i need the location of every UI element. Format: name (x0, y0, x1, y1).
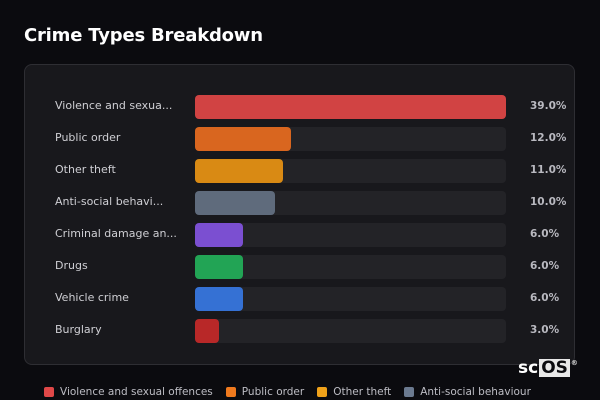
bar-track (195, 287, 506, 311)
bar-label: Vehicle crime (55, 291, 129, 304)
bar-row: Other theft 11.0% (25, 159, 574, 183)
legend-swatch-icon (404, 387, 415, 397)
legend-label: Other theft (333, 386, 392, 398)
bar-row: Public order 12.0% (25, 127, 574, 151)
bar-value: 3.0% (530, 324, 560, 336)
chart-title: Crime Types Breakdown (24, 25, 263, 46)
bar-value: 11.0% (530, 164, 567, 176)
bar-row: Violence and sexua... 39.0% (25, 95, 574, 119)
bar-track (195, 95, 506, 119)
bar-track (195, 159, 506, 183)
bar[interactable] (195, 223, 243, 247)
bar-value: 6.0% (530, 228, 560, 240)
bar-track (195, 319, 506, 343)
bar-track (195, 191, 506, 215)
legend-label: Public order (241, 386, 305, 398)
bar-label: Burglary (55, 323, 102, 336)
legend-item[interactable]: Violence and sexual offences (44, 386, 213, 398)
chart-legend: Violence and sexual offences Public orde… (44, 386, 531, 398)
bar-label: Violence and sexua... (55, 99, 173, 112)
chart-card: Violence and sexua... 39.0% Public order… (24, 64, 575, 365)
bar[interactable] (195, 159, 283, 183)
logo-sc: sc (518, 358, 539, 378)
bar-value: 12.0% (530, 132, 567, 144)
bar-label: Other theft (55, 163, 116, 176)
bar[interactable] (195, 319, 219, 343)
bar[interactable] (195, 287, 243, 311)
legend-item[interactable]: Public order (225, 386, 305, 398)
bar-value: 6.0% (530, 260, 560, 272)
bar-value: 39.0% (530, 100, 567, 112)
legend-swatch-icon (44, 387, 54, 397)
bar-value: 6.0% (530, 292, 560, 304)
bar-label: Criminal damage an... (55, 227, 177, 240)
bar-label: Public order (55, 131, 121, 144)
legend-item[interactable]: Other theft (317, 386, 391, 398)
bar-value: 10.0% (530, 196, 567, 208)
bar[interactable] (195, 127, 291, 151)
legend-item[interactable]: Anti-social behaviour (404, 386, 531, 398)
bar-track (195, 223, 506, 247)
bar-row: Vehicle crime 6.0% (25, 287, 574, 311)
bar-row: Criminal damage an... 6.0% (25, 223, 574, 247)
bar-label: Drugs (55, 259, 88, 272)
bar[interactable] (195, 191, 275, 215)
legend-swatch-icon (317, 387, 328, 397)
registered-icon: ® (570, 359, 578, 367)
legend-label: Anti-social behaviour (420, 386, 531, 398)
logo-os: OS (539, 358, 570, 378)
bar-row: Drugs 6.0% (25, 255, 574, 279)
legend-swatch-icon (225, 387, 236, 397)
bar-track (195, 255, 506, 279)
legend-label: Violence and sexual offences (60, 386, 213, 398)
scos-watermark-logo: sc OS ® (518, 359, 578, 377)
bar[interactable] (195, 255, 243, 279)
bar-label: Anti-social behavi... (55, 195, 164, 208)
bar-row: Burglary 3.0% (25, 319, 574, 343)
bar-row: Anti-social behavi... 10.0% (25, 191, 574, 215)
bar-track (195, 127, 506, 151)
bar[interactable] (195, 95, 506, 119)
